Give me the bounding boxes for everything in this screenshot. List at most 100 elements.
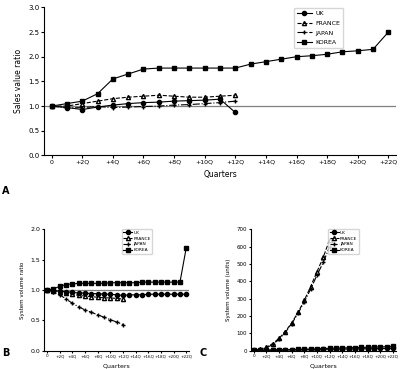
Line: UK: UK	[252, 346, 395, 352]
KOREA	[70, 282, 75, 286]
KOREA	[251, 348, 256, 353]
KOREA	[359, 345, 364, 350]
JAPAN	[95, 313, 100, 317]
KOREA	[283, 348, 288, 352]
UK	[218, 97, 222, 101]
Text: B: B	[2, 348, 9, 358]
FRANCE	[283, 329, 288, 334]
KOREA	[165, 280, 170, 284]
Line: KOREA: KOREA	[50, 30, 390, 108]
FRANCE	[114, 296, 119, 301]
UK	[172, 99, 176, 103]
FRANCE	[102, 296, 106, 300]
UK	[321, 347, 326, 352]
KOREA	[102, 281, 106, 286]
UK	[146, 292, 151, 296]
KOREA	[156, 66, 161, 70]
KOREA	[258, 348, 262, 353]
Y-axis label: System volume (units): System volume (units)	[226, 259, 231, 321]
JAPAN	[45, 288, 50, 292]
JAPAN	[283, 330, 288, 335]
Legend: UK, FRANCE, JAPAN, KOREA: UK, FRANCE, JAPAN, KOREA	[122, 229, 152, 254]
UK	[83, 291, 88, 295]
FRANCE	[121, 297, 126, 301]
KOREA	[141, 67, 146, 71]
KOREA	[171, 280, 176, 284]
UK	[378, 346, 382, 351]
FRANCE	[64, 104, 69, 108]
JAPAN	[187, 102, 192, 107]
KOREA	[95, 281, 100, 286]
KOREA	[279, 57, 284, 61]
KOREA	[133, 280, 138, 285]
KOREA	[264, 59, 268, 64]
UK	[102, 292, 106, 296]
UK	[89, 292, 94, 296]
KOREA	[64, 282, 68, 287]
Line: UK: UK	[50, 97, 237, 114]
UK	[340, 347, 345, 351]
UK	[45, 288, 50, 292]
KOREA	[302, 347, 307, 351]
UK	[158, 292, 163, 296]
JAPAN	[218, 100, 222, 105]
KOREA	[386, 30, 391, 34]
UK	[314, 347, 319, 352]
JAPAN	[258, 348, 262, 352]
FRANCE	[76, 293, 81, 298]
Line: JAPAN: JAPAN	[252, 245, 332, 352]
FRANCE	[89, 294, 94, 299]
JAPAN	[83, 308, 88, 312]
UK	[334, 347, 338, 351]
UK	[126, 101, 130, 106]
UK	[58, 289, 62, 293]
Line: KOREA: KOREA	[252, 344, 395, 352]
KOREA	[146, 280, 151, 284]
KOREA	[264, 348, 269, 352]
UK	[114, 293, 119, 297]
JAPAN	[108, 317, 113, 322]
UK	[171, 292, 176, 296]
FRANCE	[321, 255, 326, 259]
KOREA	[126, 72, 130, 76]
KOREA	[340, 49, 345, 54]
JAPAN	[327, 245, 332, 249]
UK	[165, 292, 170, 296]
KOREA	[314, 346, 319, 351]
KOREA	[152, 280, 157, 284]
FRANCE	[270, 341, 275, 346]
KOREA	[334, 346, 338, 350]
KOREA	[58, 284, 62, 289]
Legend: UK, FRANCE, JAPAN, KOREA: UK, FRANCE, JAPAN, KOREA	[294, 7, 343, 48]
UK	[270, 348, 275, 352]
KOREA	[390, 344, 395, 349]
Text: C: C	[200, 348, 207, 358]
KOREA	[294, 55, 299, 59]
UK	[110, 103, 115, 107]
JAPAN	[126, 105, 130, 109]
JAPAN	[156, 104, 161, 108]
KOREA	[49, 104, 54, 108]
FRANCE	[172, 94, 176, 99]
Line: FRANCE: FRANCE	[252, 238, 332, 352]
UK	[95, 292, 100, 296]
KOREA	[277, 348, 282, 352]
UK	[187, 99, 192, 103]
UK	[64, 105, 69, 110]
KOREA	[289, 347, 294, 352]
KOREA	[45, 288, 50, 292]
UK	[178, 292, 182, 296]
Line: JAPAN: JAPAN	[50, 99, 237, 110]
FRANCE	[70, 292, 75, 296]
UK	[327, 347, 332, 351]
KOREA	[371, 47, 376, 52]
UK	[202, 98, 207, 102]
UK	[365, 346, 370, 351]
Line: JAPAN: JAPAN	[45, 288, 125, 327]
KOREA	[346, 345, 351, 350]
KOREA	[51, 287, 56, 291]
KOREA	[140, 280, 144, 284]
JAPAN	[172, 103, 176, 107]
KOREA	[158, 280, 163, 284]
JAPAN	[95, 104, 100, 109]
